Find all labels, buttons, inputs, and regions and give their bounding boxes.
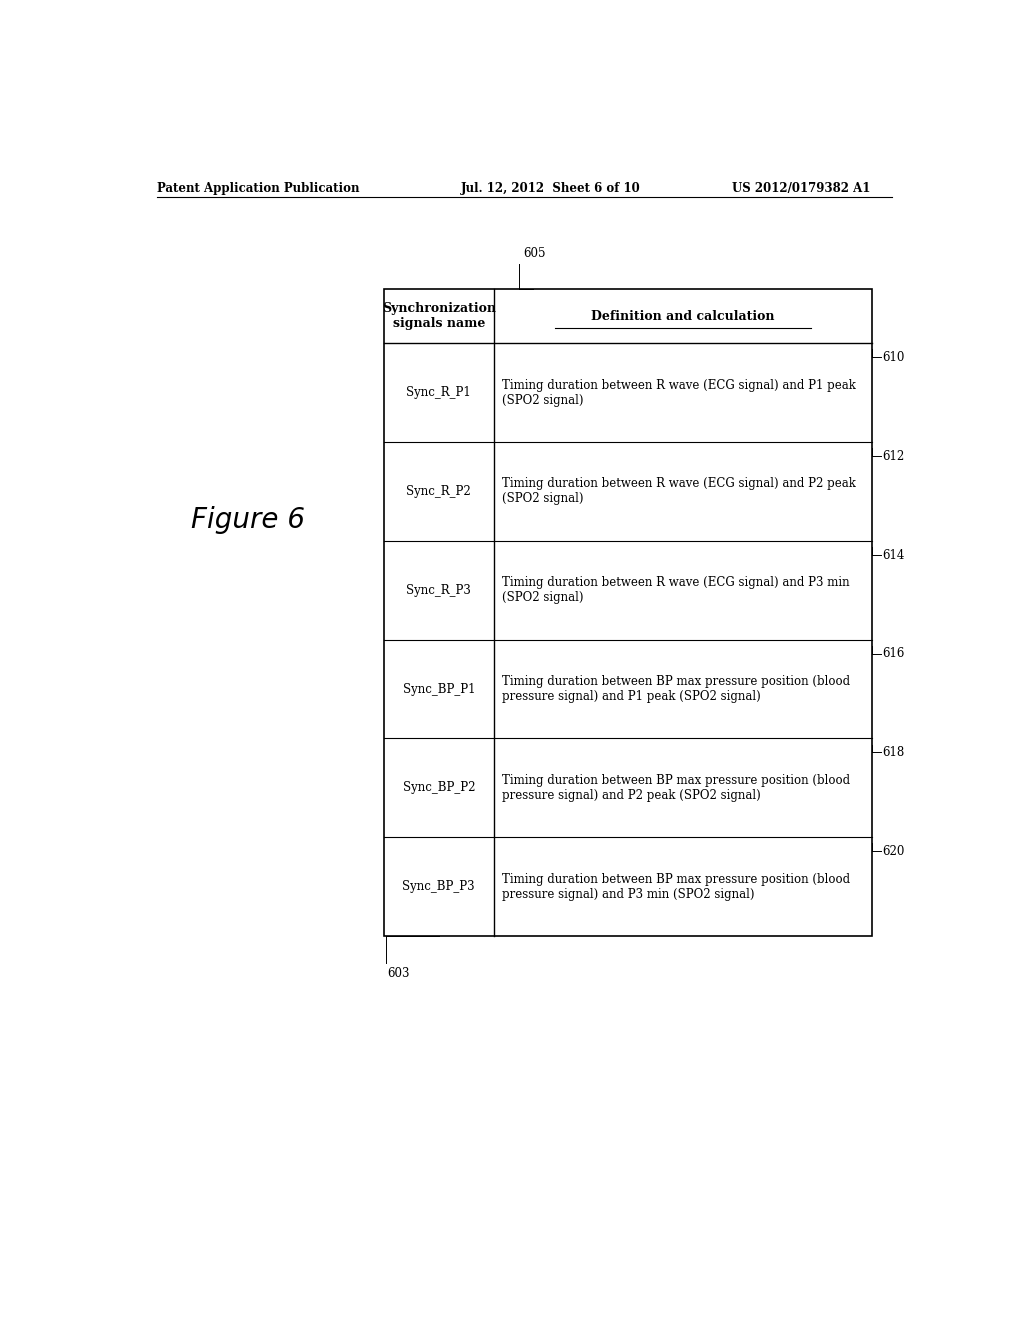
Text: Timing duration between BP max pressure position (blood
pressure signal) and P1 : Timing duration between BP max pressure … — [502, 675, 850, 704]
Text: Sync_BP_P1: Sync_BP_P1 — [402, 682, 475, 696]
Text: Figure 6: Figure 6 — [191, 507, 305, 535]
Text: Timing duration between BP max pressure position (blood
pressure signal) and P2 : Timing duration between BP max pressure … — [502, 774, 850, 801]
Text: Timing duration between R wave (ECG signal) and P2 peak
(SPO2 signal): Timing duration between R wave (ECG sign… — [502, 478, 855, 506]
Text: 612: 612 — [882, 450, 904, 463]
Text: 603: 603 — [388, 966, 411, 979]
Text: Patent Application Publication: Patent Application Publication — [158, 182, 360, 194]
Text: Timing duration between BP max pressure position (blood
pressure signal) and P3 : Timing duration between BP max pressure … — [502, 873, 850, 900]
Text: Timing duration between R wave (ECG signal) and P1 peak
(SPO2 signal): Timing duration between R wave (ECG sign… — [502, 379, 855, 407]
Text: 616: 616 — [882, 647, 904, 660]
Text: Sync_BP_P2: Sync_BP_P2 — [402, 781, 475, 795]
Text: 618: 618 — [882, 746, 904, 759]
Text: Jul. 12, 2012  Sheet 6 of 10: Jul. 12, 2012 Sheet 6 of 10 — [461, 182, 641, 194]
Text: Sync_R_P1: Sync_R_P1 — [407, 387, 471, 399]
Text: US 2012/0179382 A1: US 2012/0179382 A1 — [732, 182, 870, 194]
Text: 610: 610 — [882, 351, 904, 364]
Text: Timing duration between R wave (ECG signal) and P3 min
(SPO2 signal): Timing duration between R wave (ECG sign… — [502, 577, 849, 605]
Text: Sync_BP_P3: Sync_BP_P3 — [402, 880, 475, 894]
Bar — [384, 289, 872, 936]
Text: 605: 605 — [523, 247, 546, 260]
Text: 614: 614 — [882, 549, 904, 561]
Text: Definition and calculation: Definition and calculation — [591, 310, 774, 323]
Text: Sync_R_P3: Sync_R_P3 — [407, 583, 471, 597]
Text: Sync_R_P2: Sync_R_P2 — [407, 484, 471, 498]
Text: 620: 620 — [882, 845, 904, 858]
Text: Synchronization
signals name: Synchronization signals name — [382, 302, 496, 330]
